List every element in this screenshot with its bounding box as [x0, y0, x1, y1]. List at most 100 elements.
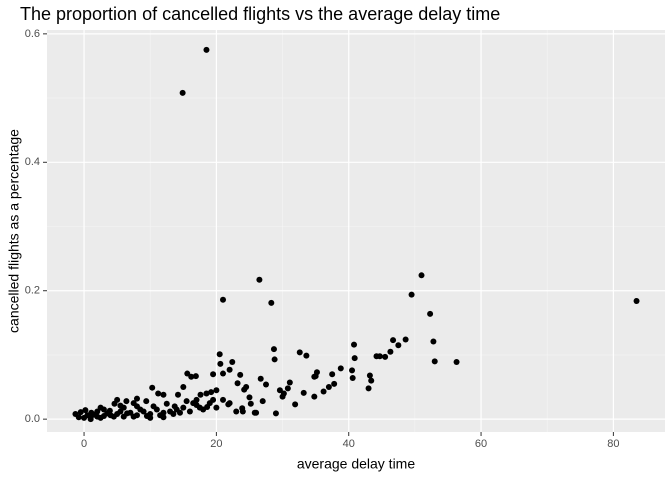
point — [150, 403, 157, 410]
point — [256, 276, 263, 283]
point — [257, 375, 264, 382]
point — [395, 342, 402, 349]
point — [239, 408, 246, 415]
point — [325, 384, 332, 391]
x-tick-label: 80 — [607, 438, 619, 450]
point — [97, 414, 104, 421]
point — [120, 404, 127, 411]
point — [633, 297, 640, 304]
point — [427, 310, 434, 317]
point — [320, 388, 327, 395]
point — [402, 336, 409, 343]
y-axis-label: cancelled flights as a percentage — [6, 129, 22, 333]
point — [253, 409, 260, 416]
point — [387, 348, 394, 355]
point — [180, 384, 187, 391]
point — [82, 407, 89, 414]
point — [311, 393, 318, 400]
point — [229, 359, 236, 366]
point — [292, 401, 299, 408]
point — [220, 396, 227, 403]
point — [233, 408, 240, 415]
x-axis-label: average delay time — [297, 456, 416, 472]
point — [75, 414, 82, 421]
point — [337, 365, 344, 372]
point — [210, 396, 217, 403]
x-tick-label: 60 — [475, 438, 487, 450]
point — [180, 404, 187, 411]
point — [110, 413, 117, 420]
point — [453, 359, 460, 366]
point — [431, 358, 438, 365]
point — [160, 391, 167, 398]
y-tick-label: 0.4 — [25, 156, 40, 168]
point — [203, 46, 210, 53]
point — [210, 371, 217, 378]
point — [213, 404, 220, 411]
point — [390, 337, 397, 344]
point — [170, 411, 177, 418]
point — [271, 356, 278, 363]
point — [303, 352, 310, 359]
point — [220, 296, 227, 303]
point — [186, 408, 193, 415]
point — [263, 381, 270, 388]
point — [241, 386, 248, 393]
point — [284, 385, 291, 392]
point — [196, 404, 203, 411]
point — [270, 346, 277, 353]
point — [226, 366, 233, 373]
point — [147, 414, 154, 421]
point — [226, 400, 233, 407]
point — [300, 389, 307, 396]
point — [373, 353, 380, 360]
point — [311, 373, 318, 380]
point — [188, 373, 195, 380]
y-tick-label: 0.0 — [25, 413, 40, 425]
point — [123, 398, 130, 405]
point — [143, 398, 150, 405]
point — [217, 360, 224, 367]
point — [296, 349, 303, 356]
point — [163, 400, 170, 407]
point — [197, 391, 204, 398]
point — [259, 398, 266, 405]
point — [430, 338, 437, 345]
point — [184, 370, 191, 377]
point — [203, 390, 210, 397]
point — [279, 393, 286, 400]
point — [418, 272, 425, 279]
point — [349, 367, 356, 374]
point — [276, 387, 283, 394]
point — [237, 371, 244, 378]
point — [176, 409, 183, 416]
point — [213, 387, 220, 394]
point — [329, 371, 336, 378]
point — [77, 409, 84, 416]
x-tick-label: 20 — [210, 438, 222, 450]
point — [133, 403, 140, 410]
x-tick-label: 40 — [343, 438, 355, 450]
point — [208, 389, 215, 396]
point — [130, 413, 137, 420]
point — [192, 373, 199, 380]
point — [368, 377, 375, 384]
x-tick-label: 0 — [81, 438, 87, 450]
point — [382, 353, 389, 360]
point — [175, 391, 182, 398]
point — [365, 385, 372, 392]
point — [246, 394, 253, 401]
point — [133, 395, 140, 402]
y-tick-label: 0.2 — [25, 285, 40, 297]
point — [179, 89, 186, 96]
y-tick-label: 0.6 — [25, 28, 40, 40]
point — [286, 379, 293, 386]
point — [351, 355, 358, 362]
point — [408, 291, 415, 298]
point — [124, 410, 131, 417]
panel — [47, 30, 665, 432]
point — [111, 400, 118, 407]
point — [155, 390, 162, 397]
point — [247, 400, 254, 407]
